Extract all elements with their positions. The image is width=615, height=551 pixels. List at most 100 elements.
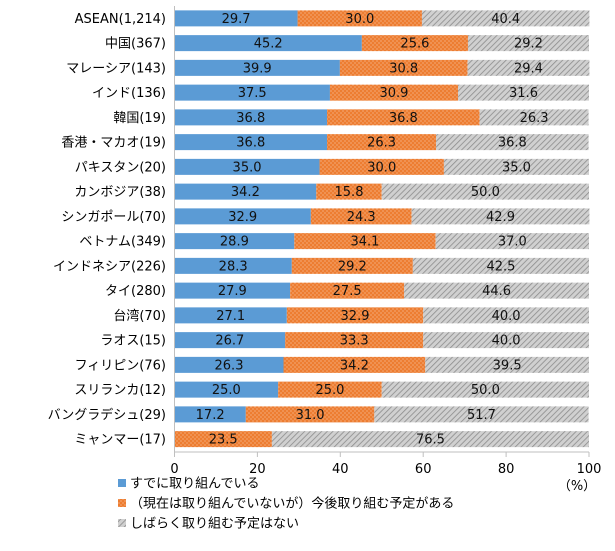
category-label: タイ(280) [105,284,166,299]
value-label: 28.3 [219,259,248,274]
value-label: 26.3 [215,358,244,373]
bar-segment-series-1 [174,183,317,200]
bar-segment-series-3 [404,282,589,299]
value-label: 30.8 [389,61,418,76]
bar-segment-series-3 [423,332,589,349]
unit-label: （%） [558,479,596,494]
bar-segment-series-3 [271,431,589,448]
category-label: フィリピン(76) [75,358,166,373]
bar-segment-series-2 [329,84,459,101]
x-tick-label: 40 [332,462,349,477]
value-label: 26.7 [215,334,244,349]
value-label: 25.0 [315,383,344,398]
value-label: 31.0 [296,408,325,423]
bar-segment-series-3 [411,208,590,225]
bars-layer [174,10,590,448]
bar-segment-series-3 [443,158,589,175]
legend-swatch-series-1 [118,479,126,487]
bar-segment-series-3 [435,233,589,250]
value-label: 40.4 [491,12,520,27]
value-label: 15.8 [335,185,364,200]
legend-swatch-series-3 [118,519,126,527]
bar-segment-series-2 [297,10,422,27]
category-label: 台湾(70) [113,308,166,324]
value-label: 29.2 [338,259,367,274]
category-label: インド(136) [92,86,166,101]
value-label: 29.7 [222,12,251,27]
category-label: パキスタン(20) [75,160,166,175]
category-label: 香港・マカオ(19) [61,136,166,151]
x-tick-label: 0 [170,462,178,477]
value-label: 42.5 [486,259,515,274]
bar-segment-series-1 [174,35,362,52]
category-label: ベトナム(349) [79,235,166,250]
category-label: ミャンマー(17) [74,433,166,448]
value-label: 26.3 [520,111,549,126]
bar-segment-series-1 [174,381,279,398]
bar-segment-series-1 [174,307,287,324]
value-label: 25.0 [212,383,241,398]
value-label: 30.0 [345,12,374,27]
category-label: ラオス(15) [100,334,166,349]
bar-segment-series-3 [423,307,589,324]
value-label: 31.6 [509,86,538,101]
bar-segment-series-3 [458,84,589,101]
bar-segment-series-3 [381,381,589,398]
bar-segment-series-3 [467,35,589,52]
value-label: 50.0 [471,383,500,398]
category-label: マレーシア(143) [66,61,166,76]
bar-segment-series-1 [174,59,340,76]
category-label: バングラデシュ(29) [48,407,166,423]
bar-segment-series-1 [174,134,328,151]
bar-segment-series-1 [174,406,246,423]
bar-segment-series-2 [294,233,436,250]
bar-segment-series-2 [316,183,382,200]
value-label: 36.8 [236,111,265,126]
bar-segment-series-1 [174,233,295,250]
bar-segment-series-1 [174,109,328,126]
legend: すでに取り組んでいる （現在は取り組んでいないが）今後取り組む予定があるしばらく取… [118,477,454,532]
bar-segment-series-2 [285,332,424,349]
category-label: 中国(367) [105,37,166,52]
labels-layer: ASEAN(1,214) 29.7 30.0 40.4 中国(367) 45.2 25.6 2… [48,12,549,448]
bar-segment-series-3 [436,134,589,151]
bar-segment-series-3 [421,10,590,27]
bar-segment-series-3 [374,406,589,423]
category-label: 韓国(19) [113,111,166,126]
value-label: 24.3 [347,210,376,225]
bar-segment-series-1 [174,356,284,373]
category-label: カンボジア(38) [74,185,166,200]
value-label: 29.4 [514,61,543,76]
value-label: 37.0 [498,235,527,250]
value-label: 27.5 [333,284,362,299]
x-axis: 0 20 40 60 80 100 （%） [170,6,601,494]
value-label: 51.7 [467,408,496,423]
category-label: シンガポール(70) [61,210,166,225]
bar-segment-series-3 [467,59,590,76]
value-label: 45.2 [254,37,283,52]
bar-segment-series-1 [174,282,291,299]
legend-swatch-series-2 [118,499,126,507]
value-label: 34.1 [350,235,379,250]
value-label: 42.9 [486,210,515,225]
value-label: 23.5 [209,433,238,448]
value-label: 35.0 [502,160,531,175]
bar-segment-series-2 [327,134,437,151]
bar-segment-series-2 [319,158,444,175]
value-label: 27.9 [218,284,247,299]
legend-label-series-3: しばらく取り組む予定はない [130,517,299,532]
value-label: 17.2 [196,408,225,423]
category-label: インドネシア(226) [53,259,166,274]
bar-segment-series-1 [174,10,298,27]
value-label: 39.9 [243,61,272,76]
value-label: 27.1 [216,309,245,324]
value-label: 34.2 [231,185,260,200]
value-label: 29.2 [514,37,543,52]
bar-segment-series-3 [381,183,589,200]
legend-label-series-2: （現在は取り組んでいないが）今後取り組む予定がある [130,496,454,512]
value-label: 40.0 [492,334,521,349]
bar-segment-series-2 [361,35,468,52]
bar-segment-series-2 [290,282,405,299]
bar-segment-series-1 [174,332,286,349]
bar-segment-series-3 [425,356,589,373]
